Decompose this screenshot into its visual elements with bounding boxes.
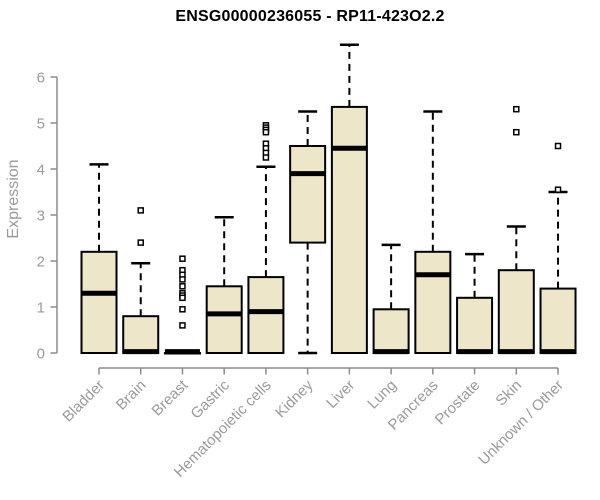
outlier-point [179,322,186,329]
iqr-box [414,250,452,354]
y-tick-label: 1 [37,300,45,317]
iqr-box [497,269,535,355]
box-gastric [205,216,243,354]
box-breast [163,255,201,355]
box-unknown-other [539,142,577,355]
outlier-point [179,283,186,290]
x-tick-label: Kidney [272,376,317,421]
outlier-point [513,128,520,136]
iqr-box [330,105,368,355]
y-tick-label: 5 [37,116,45,133]
outlier-point [554,186,562,193]
box-skin [497,105,535,355]
box-kidney [289,110,327,355]
iqr-box [247,276,285,355]
outlier-point [179,294,186,302]
iqr-box [539,287,577,355]
outlier-point [179,276,186,283]
y-tick-label: 0 [37,346,45,363]
x-tick-label: Brain [113,377,150,414]
iqr-box [372,308,410,354]
outlier-point [137,239,144,246]
iqr-box [122,315,160,355]
y-axis-title: Expression [5,159,22,239]
iqr-box [456,296,494,354]
outlier-point [554,142,562,150]
iqr-box [289,145,327,244]
outlier-point [262,128,270,136]
box-lung [372,243,410,355]
x-tick-label: Prostate [432,377,484,429]
outlier-point [262,154,270,161]
y-tick-label: 3 [37,208,45,225]
x-tick-label: Bladder [59,377,108,426]
outlier-point [179,306,186,313]
x-tick-label: Lung [364,377,400,413]
box-bladder [80,163,118,354]
box-brain [122,207,160,355]
outlier-point [179,255,186,262]
iqr-box [80,250,118,354]
y-tick-label: 4 [37,162,45,179]
y-tick-label: 2 [37,254,45,271]
outlier-point [137,207,144,214]
x-tick-label: Liver [323,377,358,412]
y-tick-label: 6 [37,70,45,87]
box-prostate [456,252,494,355]
box-pancreas [414,110,452,354]
chart-title: ENSG00000236055 - RP11-423O2.2 [175,8,445,25]
outlier-point [513,105,520,113]
iqr-box [205,285,243,354]
box-hematopoietic-cells [247,122,285,355]
box-liver [330,43,368,355]
x-tick-label: Skin [492,377,525,410]
x-tick-label: Breast [149,376,192,419]
